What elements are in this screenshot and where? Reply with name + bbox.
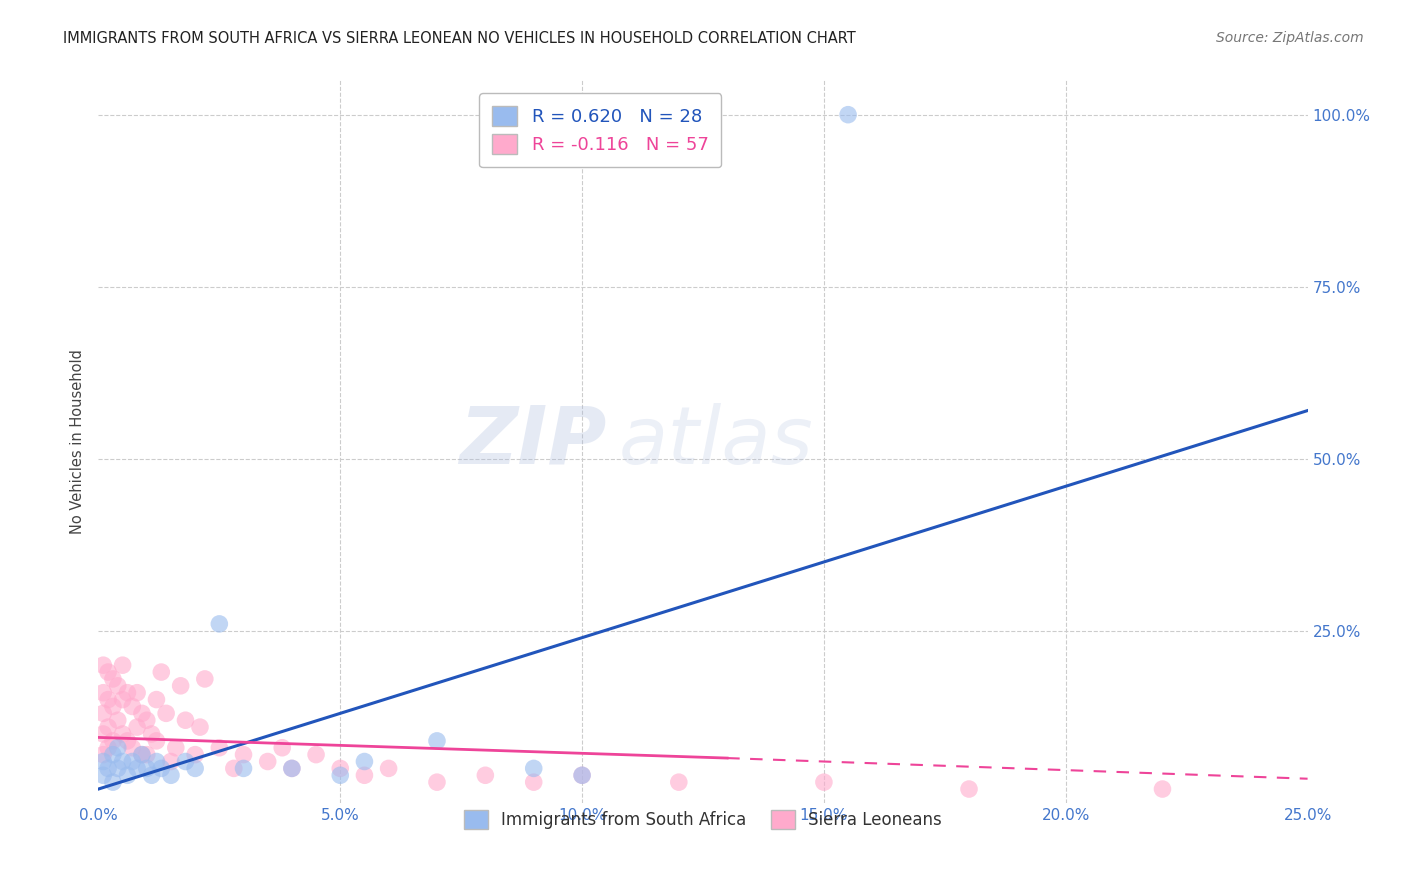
- Point: [155, 706, 177, 721]
- Point: [111, 727, 134, 741]
- Point: [107, 740, 129, 755]
- Point: [101, 672, 124, 686]
- Point: [97, 692, 120, 706]
- Point: [145, 692, 167, 706]
- Point: [174, 713, 197, 727]
- Point: [127, 686, 149, 700]
- Point: [131, 706, 153, 721]
- Point: [117, 686, 139, 700]
- Point: [160, 755, 183, 769]
- Point: [97, 665, 120, 679]
- Point: [813, 775, 835, 789]
- Point: [208, 616, 231, 631]
- Point: [117, 734, 139, 748]
- Point: [523, 761, 546, 775]
- Legend: Immigrants from South Africa, Sierra Leoneans: Immigrants from South Africa, Sierra Leo…: [456, 802, 950, 838]
- Point: [127, 720, 149, 734]
- Point: [837, 108, 859, 122]
- Point: [377, 761, 399, 775]
- Point: [135, 761, 157, 775]
- Point: [97, 761, 120, 775]
- Point: [97, 720, 120, 734]
- Point: [281, 761, 304, 775]
- Point: [91, 686, 114, 700]
- Point: [426, 775, 449, 789]
- Point: [165, 740, 187, 755]
- Point: [256, 755, 278, 769]
- Point: [232, 761, 254, 775]
- Text: Source: ZipAtlas.com: Source: ZipAtlas.com: [1216, 31, 1364, 45]
- Point: [135, 747, 157, 762]
- Point: [145, 755, 167, 769]
- Point: [232, 747, 254, 762]
- Point: [91, 706, 114, 721]
- Point: [101, 734, 124, 748]
- Point: [668, 775, 690, 789]
- Point: [107, 679, 129, 693]
- Y-axis label: No Vehicles in Household: No Vehicles in Household: [70, 349, 86, 534]
- Text: atlas: atlas: [619, 402, 813, 481]
- Point: [101, 747, 124, 762]
- Point: [150, 761, 173, 775]
- Point: [91, 755, 114, 769]
- Point: [141, 768, 163, 782]
- Point: [222, 761, 245, 775]
- Point: [127, 761, 149, 775]
- Point: [111, 658, 134, 673]
- Point: [169, 679, 191, 693]
- Point: [281, 761, 304, 775]
- Point: [150, 665, 173, 679]
- Point: [184, 747, 207, 762]
- Point: [329, 768, 352, 782]
- Point: [91, 727, 114, 741]
- Point: [523, 775, 546, 789]
- Point: [97, 740, 120, 755]
- Point: [208, 740, 231, 755]
- Point: [174, 755, 197, 769]
- Point: [101, 775, 124, 789]
- Point: [121, 699, 143, 714]
- Point: [131, 747, 153, 762]
- Point: [117, 768, 139, 782]
- Text: ZIP: ZIP: [458, 402, 606, 481]
- Point: [1152, 782, 1174, 797]
- Point: [353, 768, 375, 782]
- Point: [145, 734, 167, 748]
- Text: IMMIGRANTS FROM SOUTH AFRICA VS SIERRA LEONEAN NO VEHICLES IN HOUSEHOLD CORRELAT: IMMIGRANTS FROM SOUTH AFRICA VS SIERRA L…: [63, 31, 856, 46]
- Point: [91, 658, 114, 673]
- Point: [135, 713, 157, 727]
- Point: [107, 713, 129, 727]
- Point: [91, 747, 114, 762]
- Point: [305, 747, 328, 762]
- Point: [91, 768, 114, 782]
- Point: [121, 740, 143, 755]
- Point: [121, 755, 143, 769]
- Point: [353, 755, 375, 769]
- Point: [141, 727, 163, 741]
- Point: [426, 734, 449, 748]
- Point: [101, 699, 124, 714]
- Point: [571, 768, 593, 782]
- Point: [160, 768, 183, 782]
- Point: [111, 692, 134, 706]
- Point: [188, 720, 211, 734]
- Point: [957, 782, 980, 797]
- Point: [474, 768, 496, 782]
- Point: [571, 768, 593, 782]
- Point: [184, 761, 207, 775]
- Point: [107, 761, 129, 775]
- Point: [111, 755, 134, 769]
- Point: [194, 672, 217, 686]
- Point: [271, 740, 294, 755]
- Point: [131, 747, 153, 762]
- Point: [329, 761, 352, 775]
